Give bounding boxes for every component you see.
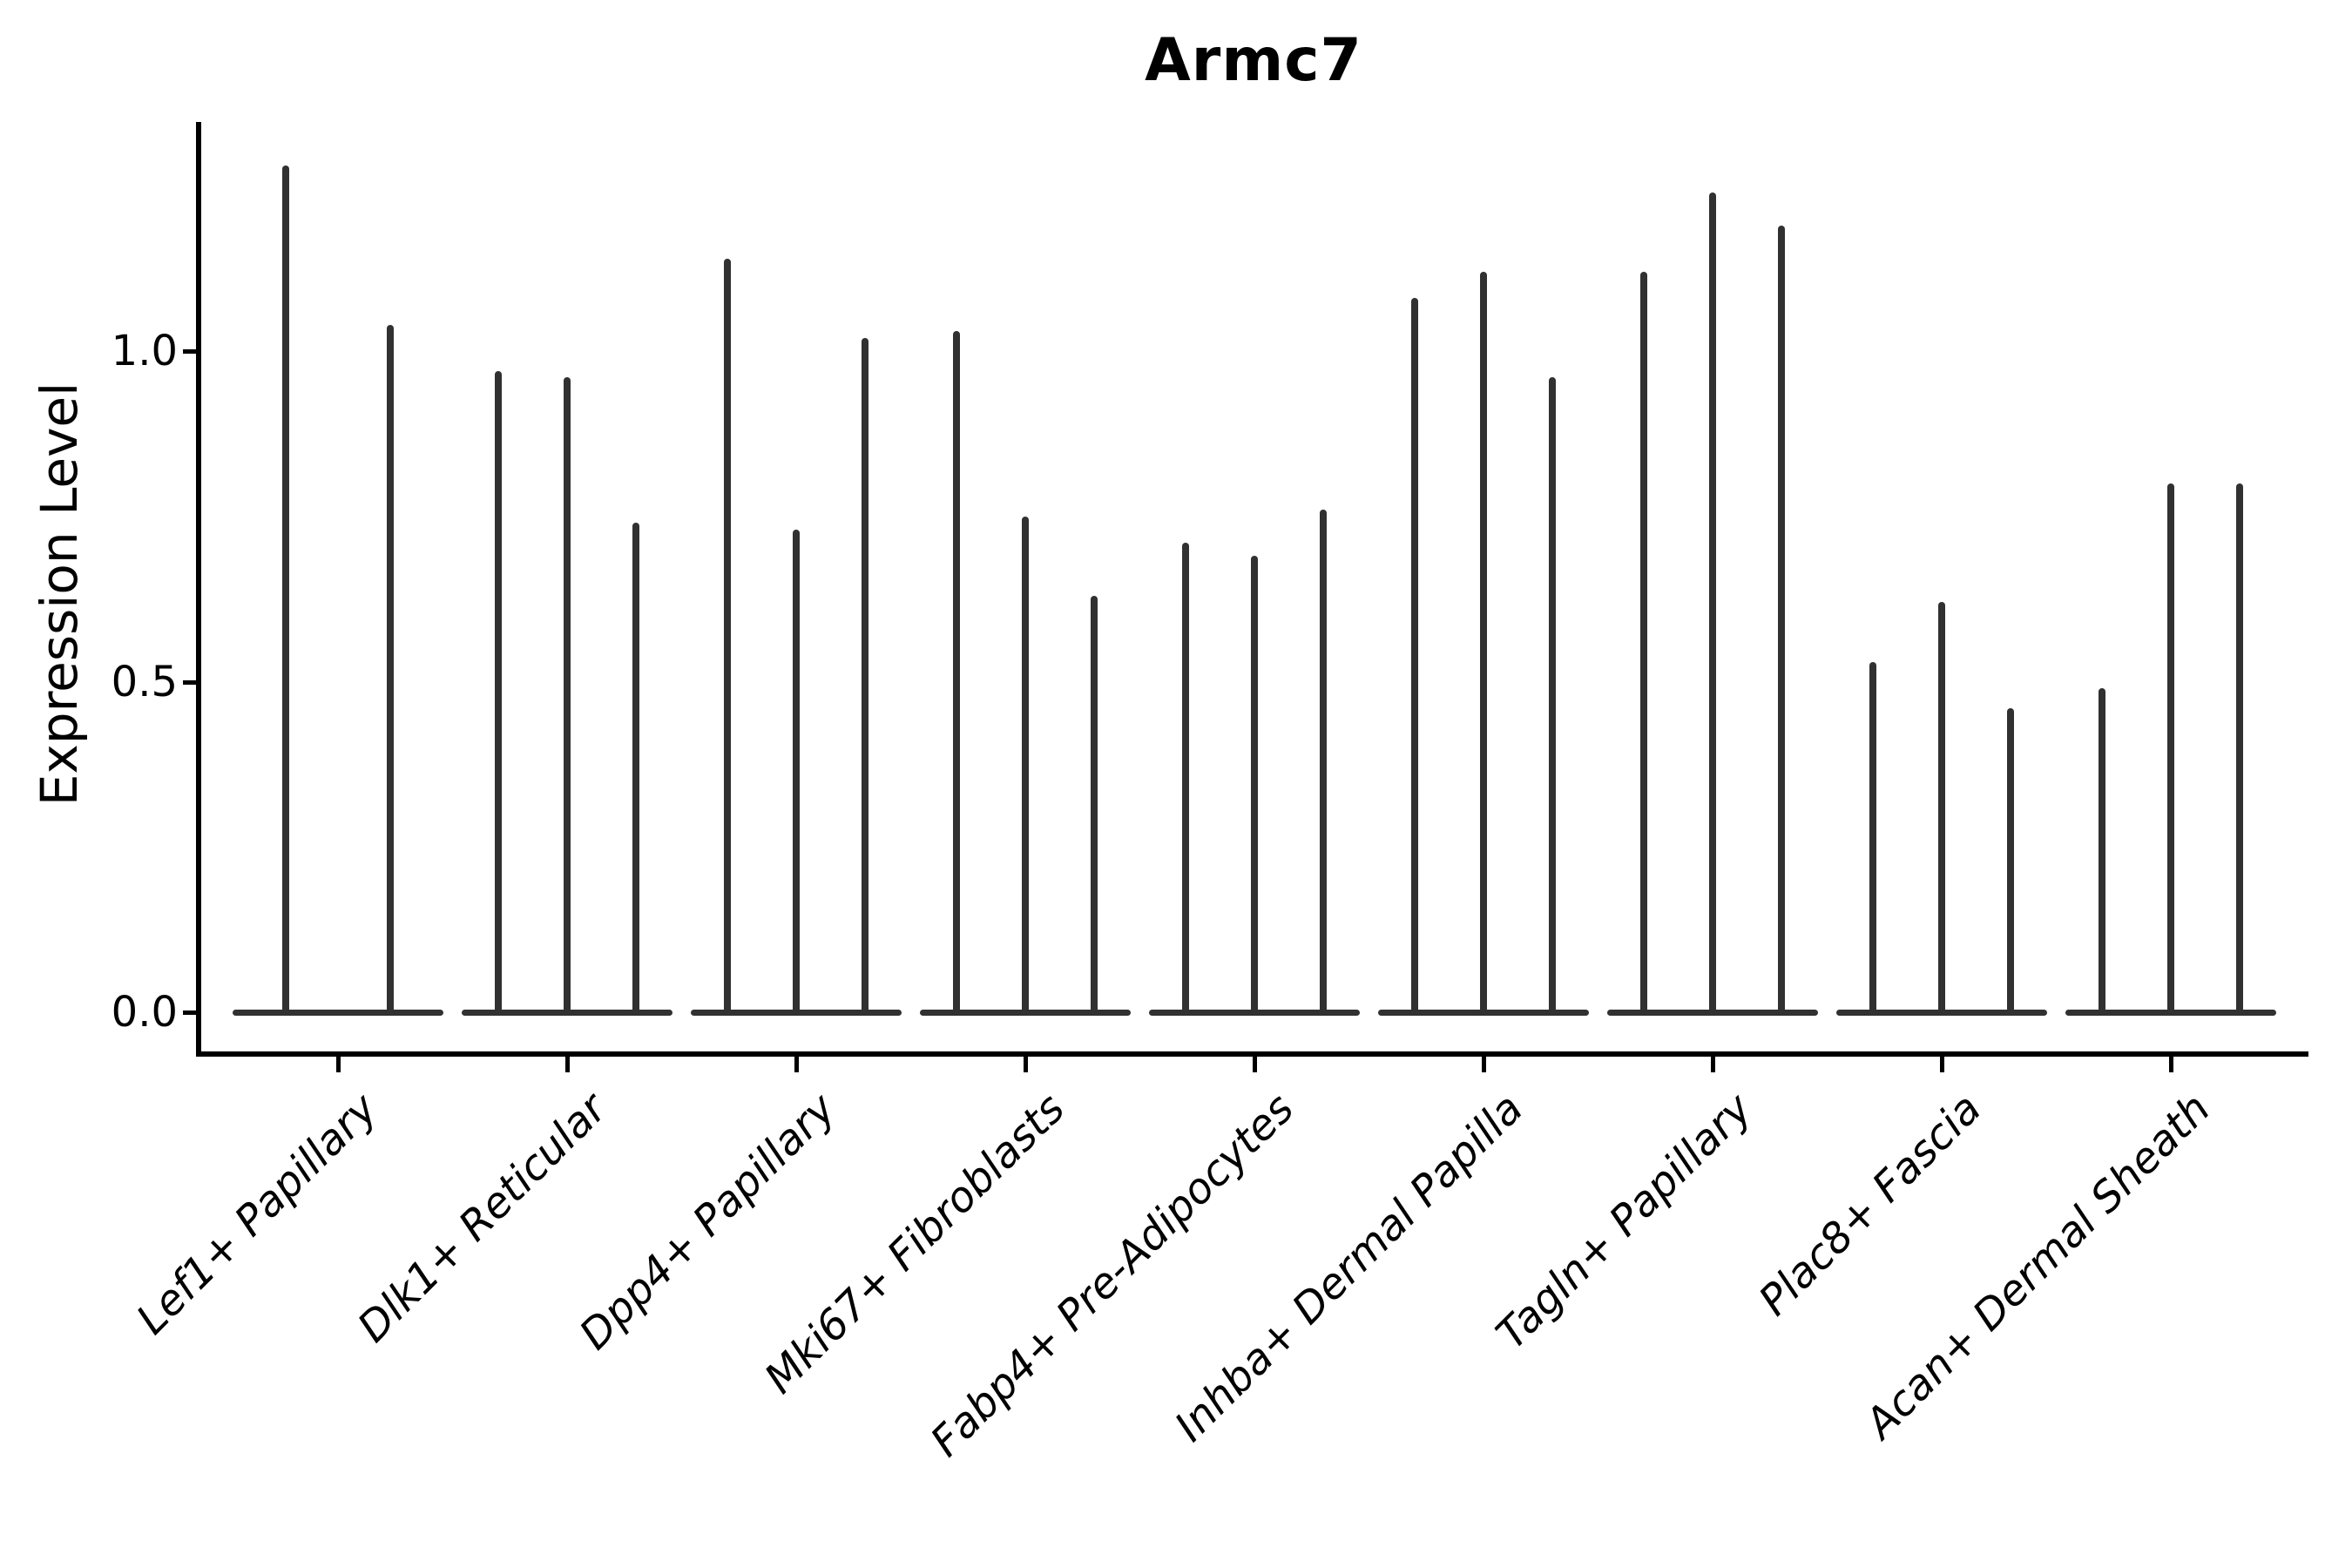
y-tick-mark — [183, 679, 196, 685]
bottom-spine — [196, 1051, 2308, 1057]
violin — [1709, 192, 1716, 1016]
violin — [2099, 688, 2105, 1016]
x-tick-mark — [794, 1057, 799, 1072]
violin — [2167, 483, 2174, 1016]
violin — [724, 258, 731, 1016]
x-tick-mark — [1940, 1057, 1944, 1072]
y-tick-mark — [183, 349, 196, 354]
x-tick-label: Dlk1+ Reticular — [348, 1084, 617, 1352]
plot-title: Armc7 — [1145, 26, 1362, 95]
violin — [1251, 556, 1258, 1016]
y-tick-mark — [183, 1010, 196, 1015]
violin — [2236, 483, 2243, 1016]
violin — [1320, 510, 1327, 1016]
violin — [953, 331, 960, 1016]
violin — [387, 324, 394, 1016]
y-tick-label: 0.5 — [111, 657, 178, 706]
x-tick-label: Inhba+ Dermal Papilla — [1166, 1084, 1533, 1451]
violin — [495, 370, 502, 1016]
x-tick-label: Dpp4+ Papillary — [570, 1084, 846, 1360]
x-tick-label: Plac8+ Fascia — [1749, 1084, 1991, 1326]
violin — [282, 166, 289, 1016]
y-tick-label: 1.0 — [111, 327, 178, 375]
violin — [862, 337, 868, 1016]
x-tick-mark — [565, 1057, 570, 1072]
violin — [1869, 661, 1876, 1016]
x-tick-mark — [2169, 1057, 2173, 1072]
x-tick-mark — [1711, 1057, 1715, 1072]
violin — [1480, 271, 1487, 1016]
violin — [564, 377, 571, 1016]
y-tick-label: 0.0 — [111, 988, 178, 1037]
violin — [1778, 225, 1785, 1016]
violin — [1640, 271, 1647, 1016]
x-tick-mark — [1253, 1057, 1257, 1072]
y-axis-label: Expression Level — [30, 382, 89, 807]
violin — [2007, 707, 2014, 1016]
x-tick-mark — [1482, 1057, 1486, 1072]
violin — [1091, 595, 1098, 1016]
left-spine — [196, 122, 201, 1057]
x-tick-mark — [336, 1057, 341, 1072]
violin — [632, 523, 639, 1016]
violin — [1938, 602, 1945, 1016]
violin — [1182, 543, 1189, 1016]
violin — [793, 529, 800, 1016]
x-tick-mark — [1024, 1057, 1028, 1072]
violin — [1022, 516, 1029, 1016]
x-tick-label: Mki67+ Fibroblasts — [755, 1084, 1075, 1403]
violin-base — [233, 1010, 443, 1016]
x-tick-label: Tagln+ Papillary — [1486, 1084, 1762, 1359]
violin — [1549, 377, 1556, 1016]
x-tick-label: Acan+ Dermal Sheath — [1855, 1084, 2220, 1449]
x-tick-label: Fabp4+ Pre-Adipocytes — [921, 1084, 1304, 1467]
violin — [1411, 298, 1418, 1016]
